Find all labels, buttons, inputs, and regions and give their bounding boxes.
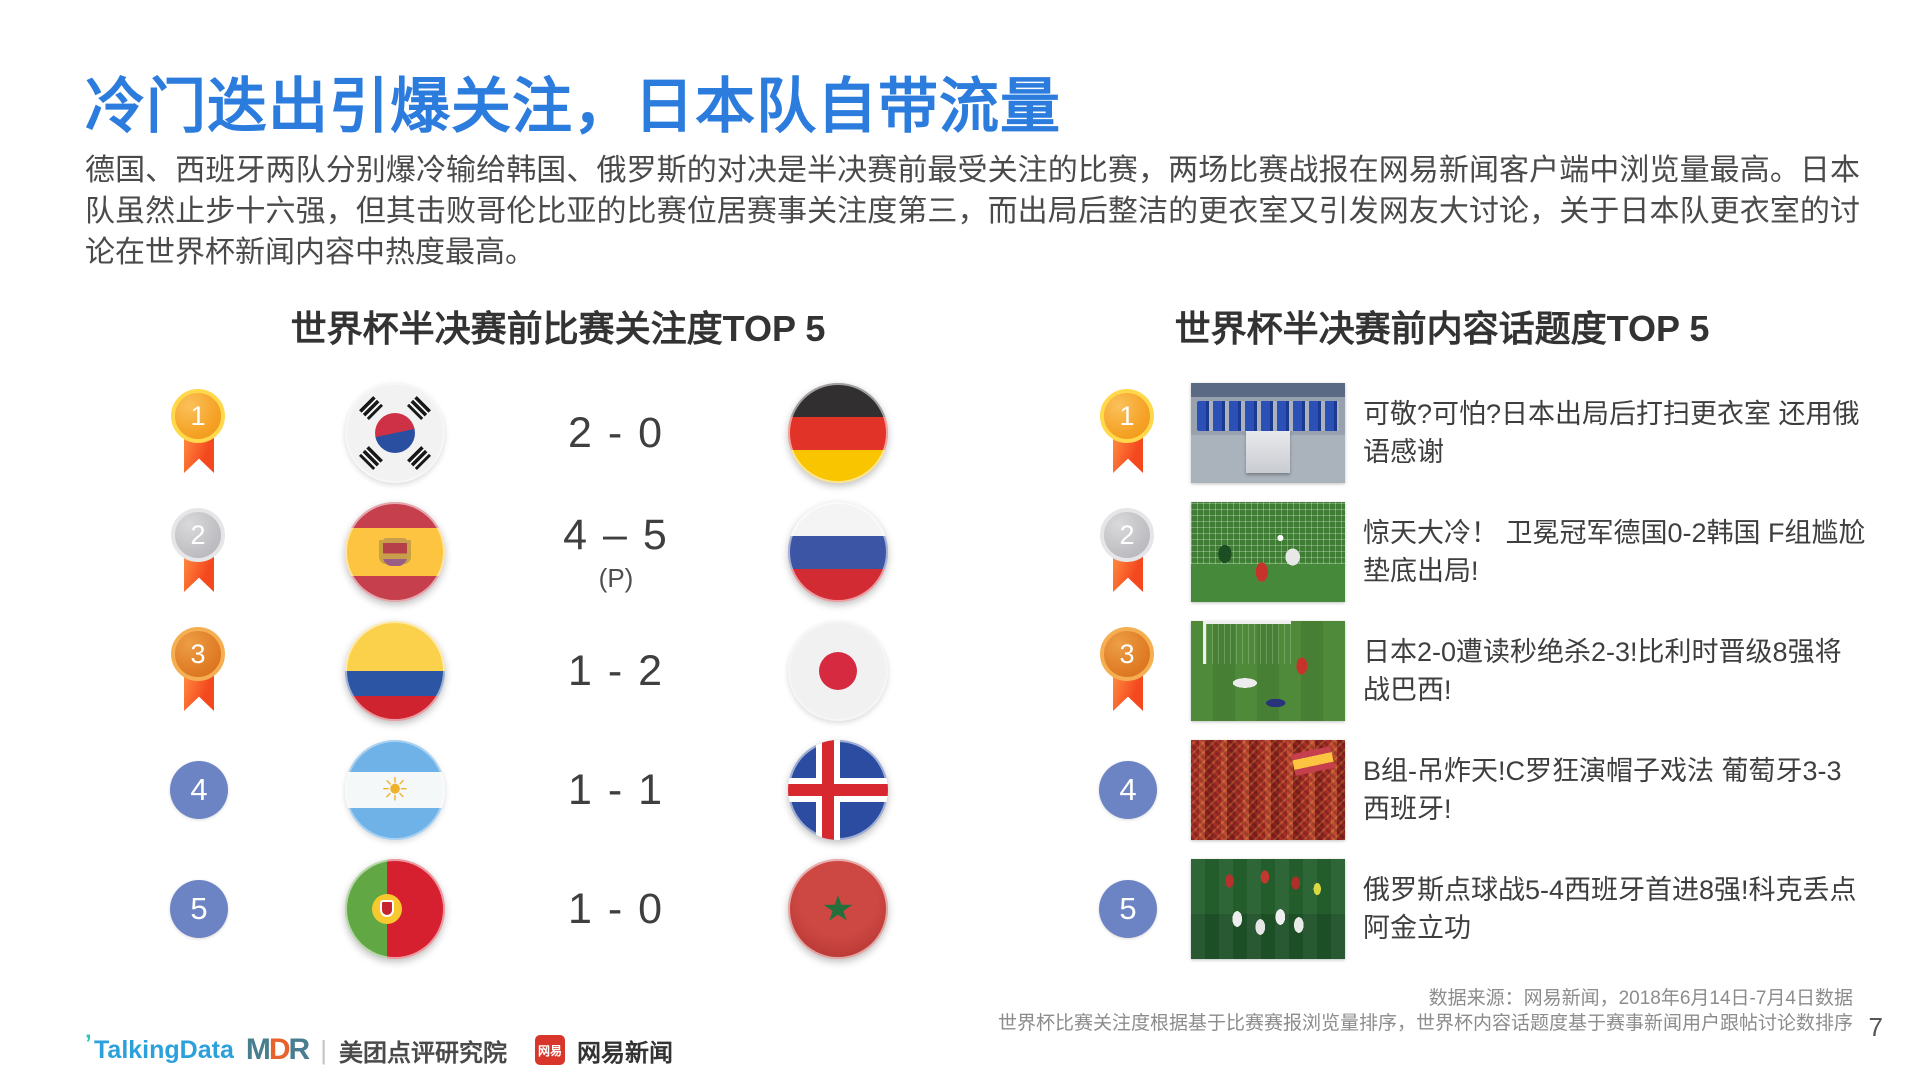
rank-circle-icon: 4 [1099, 761, 1157, 819]
bronze-medal-icon: 3 [171, 627, 225, 681]
match-score: 2 - 0 [567, 408, 665, 457]
match-row-1: 1 2 - 0 [0, 383, 990, 483]
match-score: 1 - 0 [567, 884, 665, 933]
sun-of-may-icon: ☀ [380, 771, 410, 808]
news-headline: 可敬?可怕?日本出局后打扫更衣室 还用俄语感谢 [1363, 399, 1860, 467]
topic-row-3: 3 日本2-0遭读秒绝杀2-3!比利时晋级8强将战巴西! [1100, 621, 1880, 721]
flag-japan-icon [788, 621, 888, 721]
rank-badge-5: 5 [1098, 859, 1158, 959]
match-score: 4 – 5 [563, 510, 669, 559]
gold-medal-icon: 1 [1100, 389, 1154, 443]
bronze-medal-icon: 3 [1100, 627, 1154, 681]
rank-badge-5: 5 [169, 859, 229, 959]
data-source-note: 数据来源：网易新闻，2018年6月14日-7月4日数据 世界杯比赛关注度根据基于… [998, 986, 1853, 1036]
morocco-star-icon [823, 895, 853, 921]
news-thumbnail-russia-penalty-celebration [1191, 859, 1345, 959]
rank-badge-1: 1 [169, 383, 229, 483]
penalty-note: (P) [598, 562, 634, 593]
flag-colombia-icon [345, 621, 445, 721]
match-row-4: 4 ☀ 1 - 1 [0, 740, 990, 840]
flag-russia-icon [788, 502, 888, 602]
flag-portugal-icon [345, 859, 445, 959]
flag-morocco-icon [788, 859, 888, 959]
news-thumbnail-germany-korea-upset [1191, 502, 1345, 602]
rank-badge-3: 3 [1098, 621, 1158, 721]
intro-paragraph: 德国、西班牙两队分别爆冷输给韩国、俄罗斯的对决是半决赛前最受关注的比赛，两场比赛… [85, 154, 1860, 269]
flag-germany-icon [788, 383, 888, 483]
match-row-3: 3 1 - 2 [0, 621, 990, 721]
source-line-1: 数据来源：网易新闻，2018年6月14日-7月4日数据 [1428, 988, 1853, 1009]
topic-row-4: 4 B组-吊炸天!C罗狂演帽子戏法 葡萄牙3-3西班牙! [1098, 740, 1880, 840]
flag-spain-icon [345, 502, 445, 602]
news-headline: B组-吊炸天!C罗狂演帽子戏法 葡萄牙3-3西班牙! [1363, 756, 1842, 824]
rank-circle-icon: 5 [1099, 880, 1157, 938]
silver-medal-icon: 2 [171, 508, 225, 562]
news-thumbnail-portugal-spain-fans [1191, 740, 1345, 840]
news-headline: 日本2-0遭读秒绝杀2-3!比利时晋级8强将战巴西! [1363, 637, 1842, 705]
match-ranking-title: 世界杯半决赛前比赛关注度TOP 5 [290, 308, 826, 349]
match-score: 1 - 2 [567, 646, 665, 695]
flag-iceland-icon [788, 740, 888, 840]
rank-badge-2: 2 [169, 502, 229, 602]
topic-row-1: 1 可敬?可怕?日本出局后打扫更衣室 还用俄语感谢 [1100, 383, 1880, 483]
rank-badge-2: 2 [1098, 502, 1158, 602]
rank-circle-icon: 4 [170, 761, 228, 819]
logo-divider: | [320, 1034, 327, 1065]
topic-row-2: 2 惊天大冷！ 卫冕冠军德国0-2韩国 F组尴尬垫底出局! [1100, 502, 1880, 602]
footer-logos: TalkingData M D R | 美团点评研究院 网易 网易新闻 [85, 1030, 673, 1068]
japan-sun-disc-icon [819, 652, 857, 690]
topic-row-5: 5 俄罗斯点球战5-4西班牙首进8强!科克丢点阿金立功 [1098, 859, 1880, 959]
meituan-dianping-institute-logo: 美团点评研究院 [338, 1039, 507, 1067]
silver-medal-icon: 2 [1100, 508, 1154, 562]
flag-argentina-icon: ☀ [345, 740, 445, 840]
match-row-2: 2 4 – 5 (P) [0, 502, 990, 602]
mdr-logo: M D R [245, 1033, 310, 1066]
portugal-emblem-icon [372, 894, 402, 924]
match-row-5: 5 1 - 0 [0, 859, 990, 959]
source-line-2: 世界杯比赛关注度根据基于比赛赛报浏览量排序，世界杯内容话题度基于赛事新闻用户跟帖… [997, 1013, 1853, 1034]
rank-badge-3: 3 [169, 621, 229, 721]
topic-ranking-title: 世界杯半决赛前内容话题度TOP 5 [1174, 308, 1710, 349]
taegeuk-icon [375, 413, 415, 453]
rank-badge-4: 4 [169, 740, 229, 840]
flag-south-korea-icon [345, 383, 445, 483]
page-title: 冷门迭出引爆关注，日本队自带流量 [85, 73, 1061, 140]
rank-badge-4: 4 [1098, 740, 1158, 840]
rank-circle-icon: 5 [170, 880, 228, 938]
gold-medal-icon: 1 [171, 389, 225, 443]
match-score: 1 - 1 [567, 765, 665, 814]
talkingdata-logo: TalkingData [85, 1030, 234, 1065]
rank-badge-1: 1 [1098, 383, 1158, 483]
news-thumbnail-japan-locker-room [1191, 383, 1345, 483]
news-headline: 惊天大冷！ 卫冕冠军德国0-2韩国 F组尴尬垫底出局! [1363, 518, 1866, 586]
news-thumbnail-japan-belgium-match [1191, 621, 1345, 721]
netease-app-icon: 网易 [534, 1035, 565, 1065]
spain-coat-of-arms-icon [383, 538, 407, 566]
news-headline: 俄罗斯点球战5-4西班牙首进8强!科克丢点阿金立功 [1363, 875, 1857, 943]
netease-news-logo: 网易新闻 [576, 1039, 673, 1067]
page-number: 7 [1868, 1012, 1883, 1042]
